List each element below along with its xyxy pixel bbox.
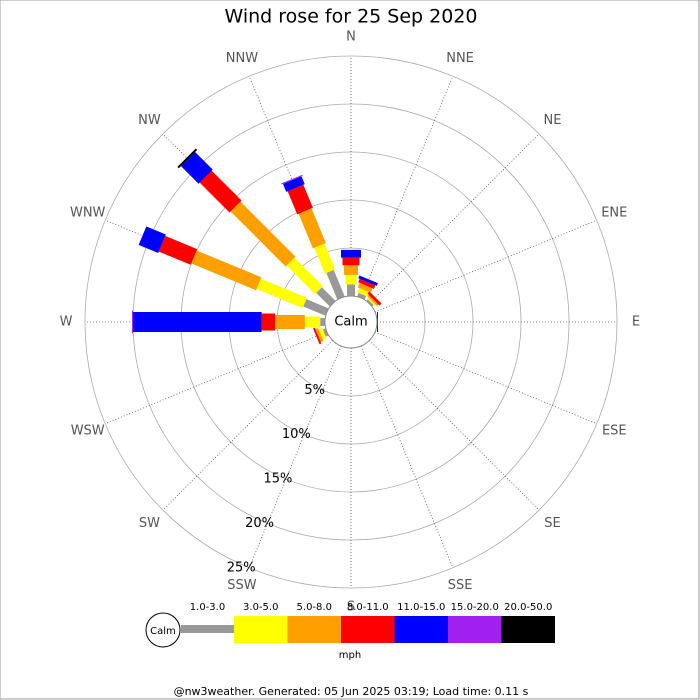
bar-segment <box>341 249 361 258</box>
spoke <box>360 76 454 299</box>
footer: @nw3weather. Generated: 05 Jun 2025 03:1… <box>174 685 529 698</box>
legend-label: 5.0-8.0 <box>297 602 332 613</box>
direction-label: NW <box>138 113 161 128</box>
bar-segment <box>158 235 198 265</box>
legend-swatch <box>341 616 395 643</box>
direction-label: WNW <box>70 205 106 220</box>
bar-segment <box>314 243 336 274</box>
direction-label: E <box>632 315 640 330</box>
bar-segment <box>275 315 305 329</box>
bar-segment <box>318 327 327 340</box>
bar-segment <box>367 294 379 306</box>
y-tick-label: 10% <box>282 427 311 442</box>
legend-label: 1.0-3.0 <box>190 602 225 613</box>
spoke <box>162 340 333 511</box>
bar-segment <box>344 265 358 275</box>
direction-label: ESE <box>602 424 627 439</box>
direction-label: SE <box>544 516 560 531</box>
spoke <box>369 340 540 511</box>
legend-label: 11.0-15.0 <box>397 602 445 613</box>
bar-segment <box>298 208 326 249</box>
bar-segment <box>282 176 305 192</box>
legend-unit: mph <box>339 650 361 661</box>
bar-segment <box>345 274 357 285</box>
bar-segment <box>230 201 296 267</box>
bar-segment <box>304 316 321 328</box>
bar-segment <box>357 282 373 293</box>
bar-segment <box>132 310 133 334</box>
spoke <box>374 331 597 425</box>
direction-label: SSE <box>448 578 473 593</box>
bar-segment <box>367 291 382 306</box>
direction-label: NNE <box>446 51 474 66</box>
legend-label: 20.0-50.0 <box>504 602 552 613</box>
direction-label: ENE <box>601 205 627 220</box>
y-tick-label: 5% <box>304 383 325 398</box>
bar-segment <box>180 151 213 184</box>
legend-label: 15.0-20.0 <box>451 602 499 613</box>
chart-title: Wind rose for 25 Sep 2020 <box>224 6 477 28</box>
bar-segment <box>366 297 376 307</box>
bar-segment <box>287 184 313 215</box>
bar-segment <box>357 292 367 300</box>
bar-segment <box>313 327 322 345</box>
bar-segment <box>191 250 262 291</box>
legend-swatch <box>501 616 555 643</box>
y-tick-label: 15% <box>263 472 292 487</box>
bar-segment <box>256 278 307 308</box>
bar-segment <box>286 257 323 294</box>
legend-swatch <box>234 616 288 643</box>
bar-segment <box>315 328 324 343</box>
legend-calm <box>145 612 181 648</box>
bar-segment <box>358 275 378 286</box>
direction-label: SW <box>139 516 160 531</box>
spoke <box>248 345 342 568</box>
calm-circle <box>324 295 378 349</box>
legend-swatch <box>287 616 341 643</box>
bar-segment <box>347 284 355 296</box>
spoke <box>360 345 454 568</box>
bar-segment <box>322 328 329 337</box>
direction-label: W <box>60 315 73 330</box>
calm-label: Calm <box>334 315 367 330</box>
bar-segment <box>366 299 374 307</box>
bar-segment <box>177 148 198 169</box>
spoke <box>374 219 597 313</box>
spoke <box>369 133 540 304</box>
bar-segment <box>316 287 336 307</box>
y-tick-label: 25% <box>227 560 256 575</box>
legend-swatch <box>394 616 448 643</box>
bar-segment <box>133 312 262 332</box>
bar-segment <box>342 257 360 266</box>
direction-label: N <box>346 30 356 45</box>
legend-swatch <box>181 625 234 633</box>
legend-swatch <box>448 616 502 643</box>
legend-calm-label: Calm <box>150 626 176 637</box>
direction-label: NE <box>544 113 562 128</box>
direction-label: NNW <box>226 51 258 66</box>
legend-label: 8.0-11.0 <box>347 602 389 613</box>
bar-segment <box>326 269 345 300</box>
spoke <box>105 331 328 425</box>
bar-segment <box>358 278 376 289</box>
bar-segment <box>281 174 303 185</box>
legend-label: 3.0-5.0 <box>243 602 278 613</box>
bar-segment <box>320 318 325 326</box>
bar-segment <box>138 226 166 253</box>
direction-label: WSW <box>71 424 105 439</box>
grid-ring <box>84 55 618 589</box>
bar-segment <box>357 287 370 297</box>
bar-segment <box>261 313 276 331</box>
bar-segment <box>303 299 329 316</box>
direction-label: SSW <box>227 578 257 593</box>
y-tick-label: 20% <box>245 516 274 531</box>
bar-segment <box>199 170 242 213</box>
direction-label: S <box>347 600 355 615</box>
